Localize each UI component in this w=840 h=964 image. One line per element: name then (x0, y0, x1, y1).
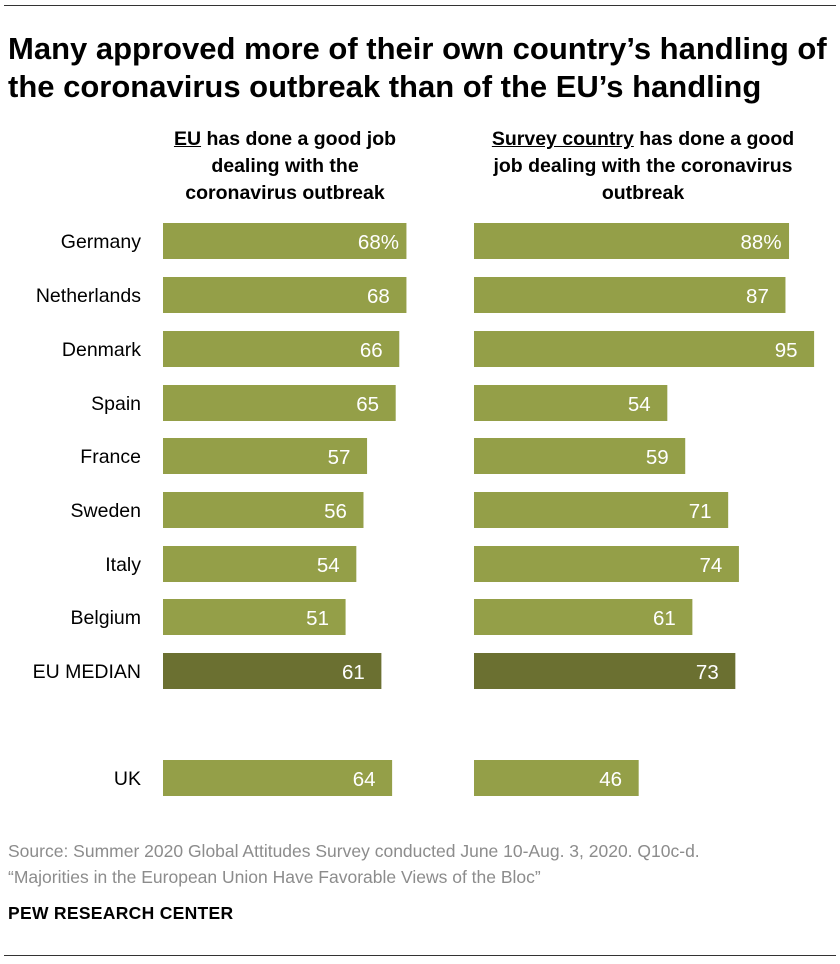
country-value-label-france: 59 (646, 446, 669, 469)
eu-value-label-uk: 64 (353, 768, 376, 791)
eu-value-label-spain: 65 (356, 393, 379, 416)
category-label-netherlands: Netherlands (36, 285, 141, 307)
country-column-header: Survey country has done a good job deali… (456, 126, 830, 207)
eu-bar-italy (163, 546, 357, 582)
category-label-eu-median: EU MEDIAN (33, 661, 141, 683)
country-bar-sweden (474, 492, 729, 528)
category-label-italy: Italy (105, 554, 141, 576)
source-note: Source: Summer 2020 Global Attitudes Sur… (8, 838, 700, 890)
country-value-label-spain: 54 (628, 393, 651, 416)
category-label-belgium: Belgium (71, 607, 141, 629)
chart-title: Many approved more of their own country’… (8, 31, 827, 104)
country-bar-netherlands (474, 277, 786, 313)
eu-value-label-netherlands: 68 (367, 285, 390, 308)
country-value-label-uk: 46 (599, 768, 622, 791)
bottom-rule (4, 955, 836, 956)
country-bar-italy (474, 546, 739, 582)
eu-bar-france (163, 438, 368, 474)
eu-bar-uk (163, 760, 393, 796)
country-bar-germany (474, 223, 790, 259)
pew-research-center-logo: PEW RESEARCH CENTER (8, 903, 234, 923)
source-line-2: “Majorities in the European Union Have F… (8, 867, 541, 887)
eu-value-label-france: 57 (328, 446, 351, 469)
country-value-label-belgium: 61 (653, 607, 676, 630)
country-bar-denmark (474, 331, 815, 367)
eu-header-line3: coronavirus outbreak (185, 182, 385, 204)
country-value-label-germany: 88% (741, 231, 782, 254)
eu-bar-belgium (163, 599, 346, 635)
country-header-underlined: Survey country (491, 128, 634, 150)
eu-value-label-germany: 68% (358, 231, 399, 254)
country-header-line2: job dealing with the coronavirus (493, 155, 793, 177)
eu-value-label-italy: 54 (317, 554, 340, 577)
country-bar-eu-median (474, 653, 736, 689)
eu-bar-denmark (163, 331, 400, 367)
source-line-1: Source: Summer 2020 Global Attitudes Sur… (8, 841, 700, 861)
category-label-france: France (80, 446, 141, 468)
category-label-spain: Spain (91, 393, 141, 415)
country-bar-belgium (474, 599, 693, 635)
eu-value-label-eu-median: 61 (342, 661, 365, 684)
country-value-label-eu-median: 73 (696, 661, 719, 684)
country-value-label-italy: 74 (700, 554, 723, 577)
country-value-label-sweden: 71 (689, 500, 712, 523)
category-label-sweden: Sweden (71, 500, 141, 522)
country-bar-uk (474, 760, 639, 796)
eu-header-line2: dealing with the (211, 155, 359, 177)
category-label-germany: Germany (61, 231, 141, 253)
eu-header-underlined: EU (173, 128, 202, 150)
eu-bar-sweden (163, 492, 364, 528)
top-rule (4, 5, 836, 6)
bar-chart: Germany 68% 88% Netherlands 68 87 Denmark 66 95 S… (33, 223, 815, 796)
country-bar-spain (474, 385, 668, 421)
country-header-line1: has done a good (633, 128, 795, 150)
eu-value-label-belgium: 51 (306, 607, 329, 630)
eu-value-label-denmark: 66 (360, 339, 383, 362)
country-value-label-netherlands: 87 (746, 285, 769, 308)
country-value-label-denmark: 95 (775, 339, 798, 362)
eu-header-line1: has done a good job (201, 128, 397, 150)
eu-bar-netherlands (163, 277, 407, 313)
category-label-uk: UK (114, 768, 141, 790)
eu-bar-eu-median (163, 653, 382, 689)
eu-bar-spain (163, 385, 396, 421)
category-label-denmark: Denmark (62, 339, 141, 361)
eu-bar-germany (163, 223, 407, 259)
country-header-line3: outbreak (601, 182, 685, 204)
eu-value-label-sweden: 56 (324, 500, 347, 523)
country-bar-france (474, 438, 686, 474)
eu-column-header: EU has done a good job dealing with the … (146, 126, 424, 207)
